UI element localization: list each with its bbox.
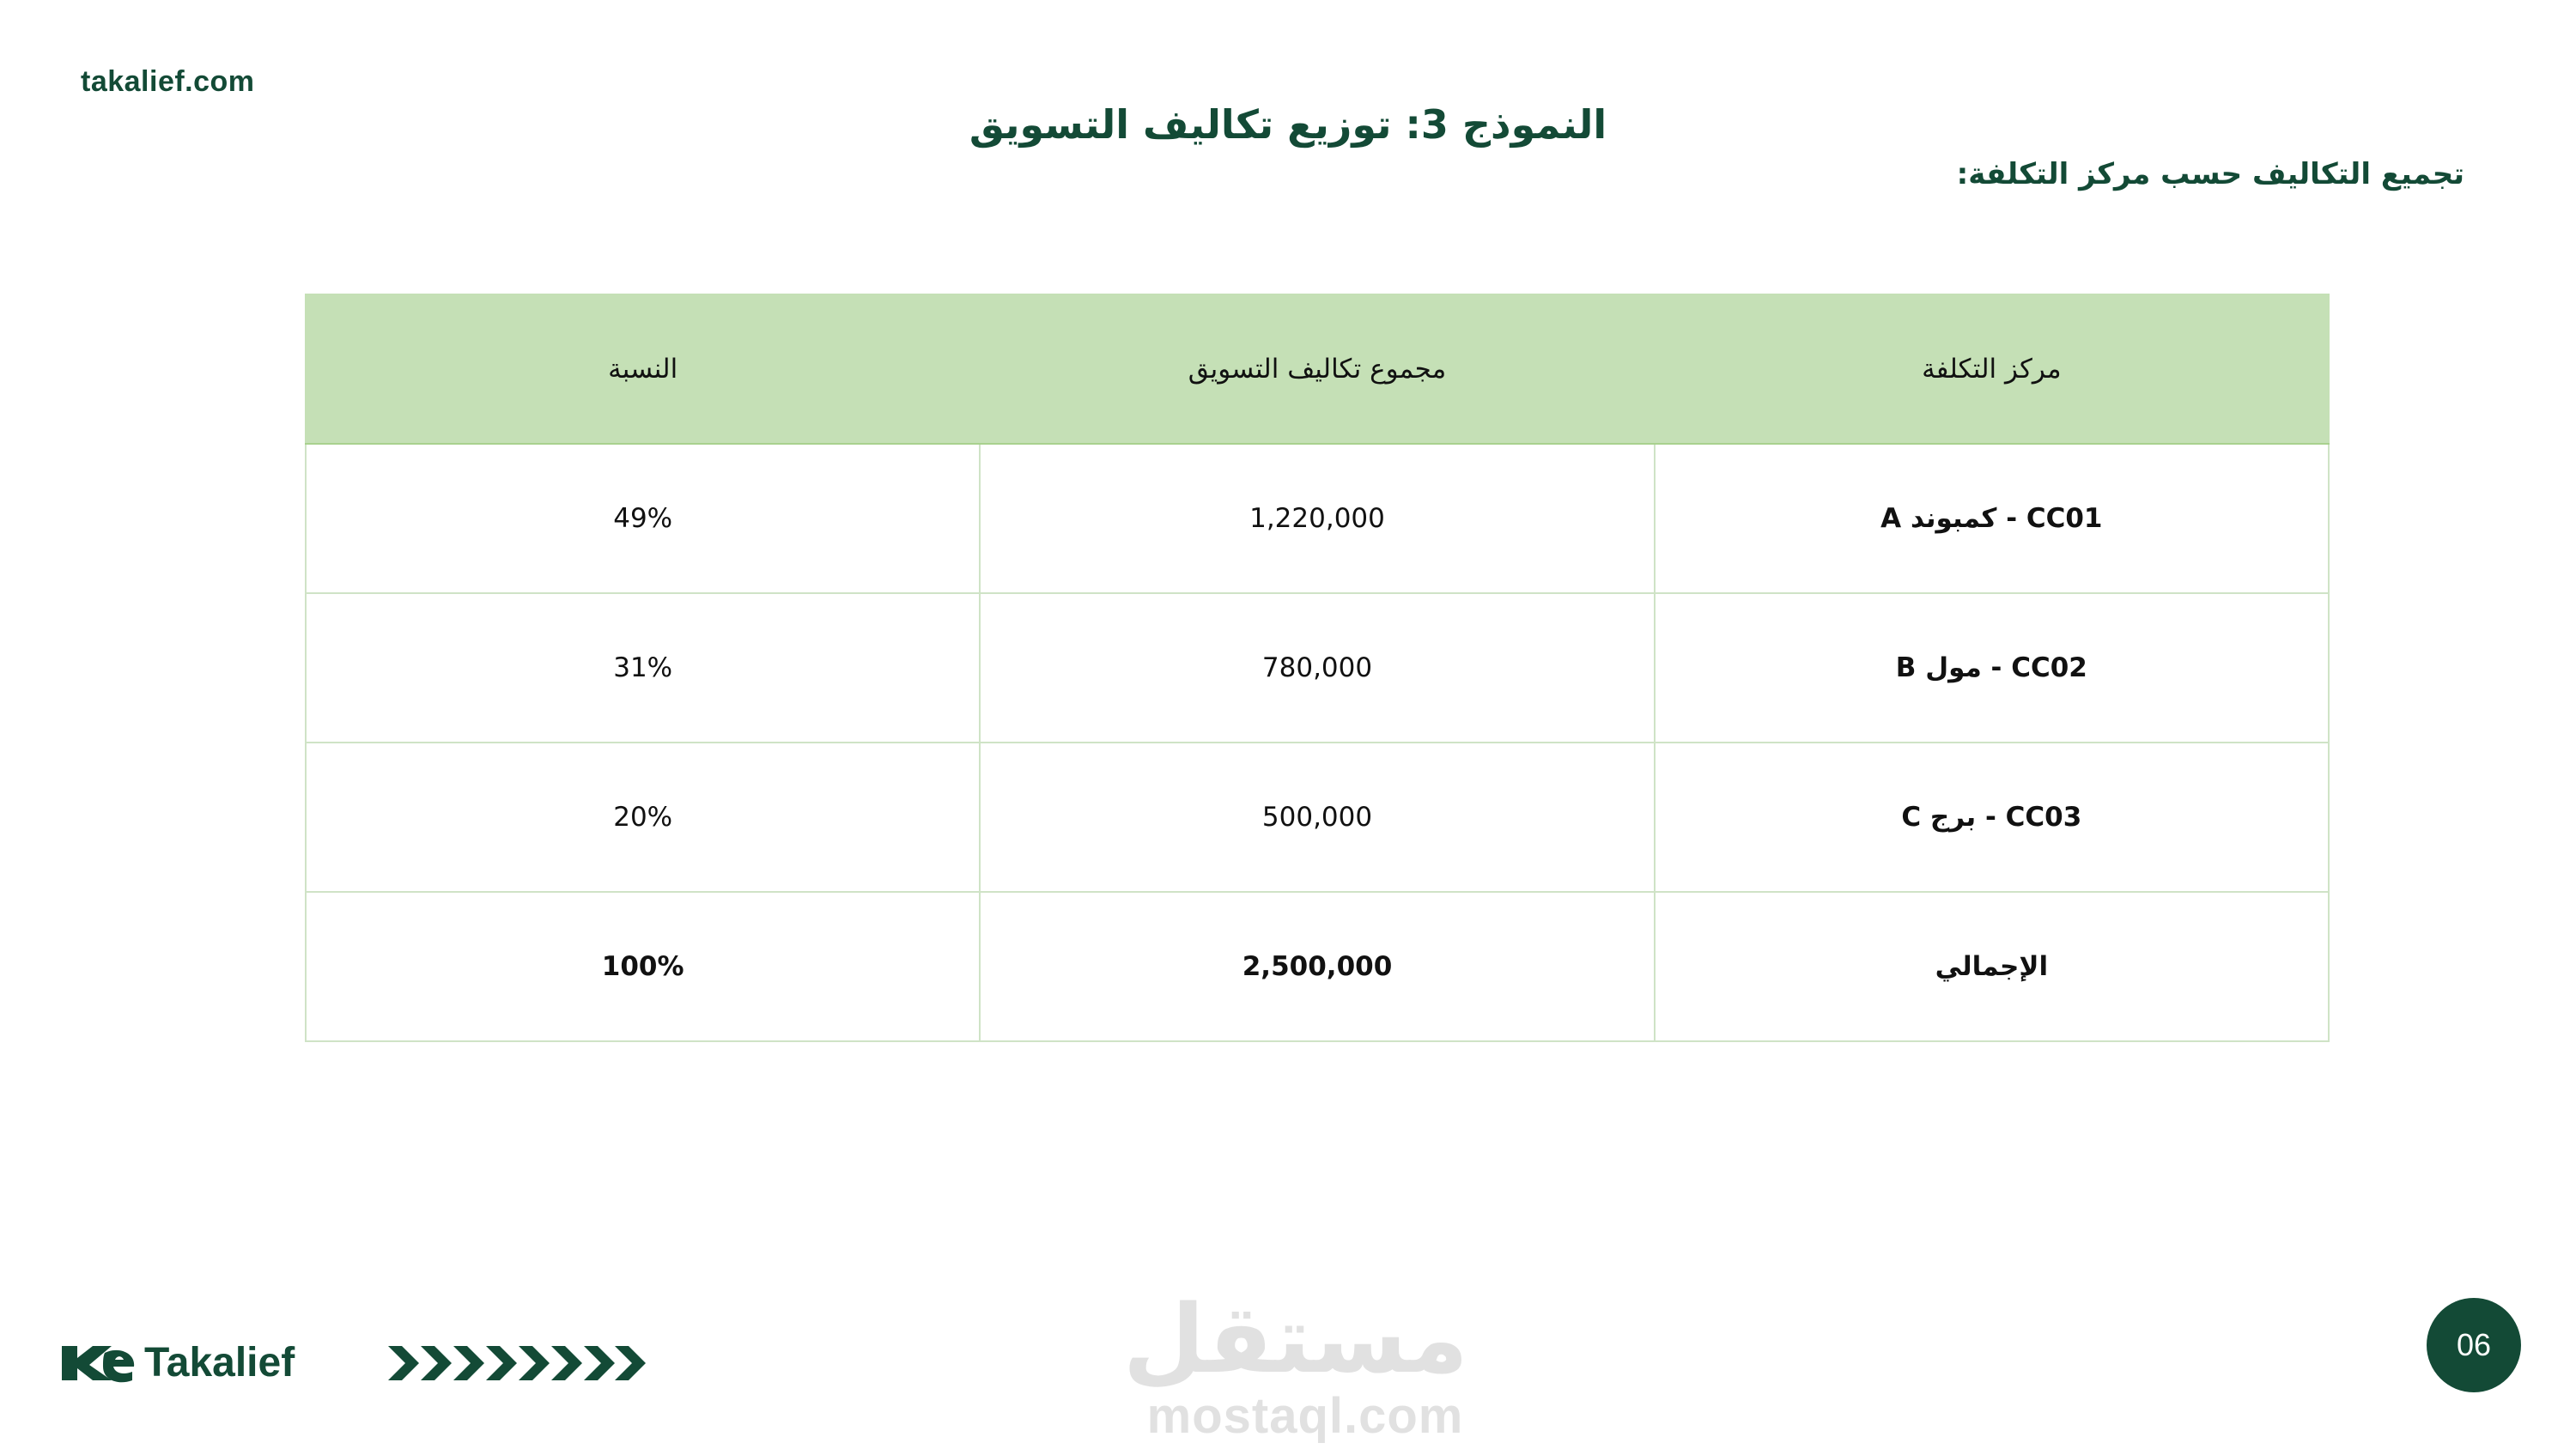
share-cell: 31% xyxy=(304,592,981,743)
table-total-row: الإجمالي 2,500,000 100% xyxy=(304,891,2330,1042)
cost-center-cell: CC01 - كمبوند A xyxy=(1653,443,2330,594)
table-header-row: مركز التكلفة مجموع تكاليف التسويق النسبة xyxy=(304,294,2330,445)
watermark: مستقل mostaql.com xyxy=(1122,1284,1468,1444)
page-number-badge: 06 xyxy=(2427,1298,2521,1392)
cost-center-cell: CC02 - مول B xyxy=(1653,592,2330,743)
section-subtitle: تجميع التكاليف حسب مركز التكلفة: xyxy=(1956,157,2464,191)
column-header-cost-center: مركز التكلفة xyxy=(1653,294,2330,445)
share-cell: 49% xyxy=(304,443,981,594)
brand-logo: Takalief xyxy=(58,1339,295,1386)
logo-mark-icon xyxy=(62,1345,135,1382)
marketing-total-cell: 1,220,000 xyxy=(979,443,1656,594)
chevron-arrows-icon xyxy=(388,1346,646,1380)
cost-distribution-table: مركز التكلفة مجموع تكاليف التسويق النسبة… xyxy=(304,294,2330,1042)
watermark-latin: mostaql.com xyxy=(1146,1388,1464,1444)
watermark-arabic: مستقل xyxy=(1122,1284,1468,1394)
column-header-marketing-total: مجموع تكاليف التسويق xyxy=(979,294,1656,445)
page-title: النموذج 3: توزيع تكاليف التسويق xyxy=(969,101,1607,148)
table-row: CC02 - مول B 780,000 31% xyxy=(304,592,2330,743)
marketing-total-cell: 780,000 xyxy=(979,592,1656,743)
site-url: takalief.com xyxy=(81,65,255,98)
column-header-share: النسبة xyxy=(304,294,981,445)
logo-text: Takalief xyxy=(144,1340,295,1385)
cost-table-container: مركز التكلفة مجموع تكاليف التسويق النسبة… xyxy=(304,294,2330,1042)
table-row: CC03 - برج C 500,000 20% xyxy=(304,742,2330,893)
total-amount-cell: 2,500,000 xyxy=(979,891,1656,1042)
table-row: CC01 - كمبوند A 1,220,000 49% xyxy=(304,443,2330,594)
total-share-cell: 100% xyxy=(304,891,981,1042)
cost-center-cell: CC03 - برج C xyxy=(1653,742,2330,893)
share-cell: 20% xyxy=(304,742,981,893)
marketing-total-cell: 500,000 xyxy=(979,742,1656,893)
total-label-cell: الإجمالي xyxy=(1653,891,2330,1042)
